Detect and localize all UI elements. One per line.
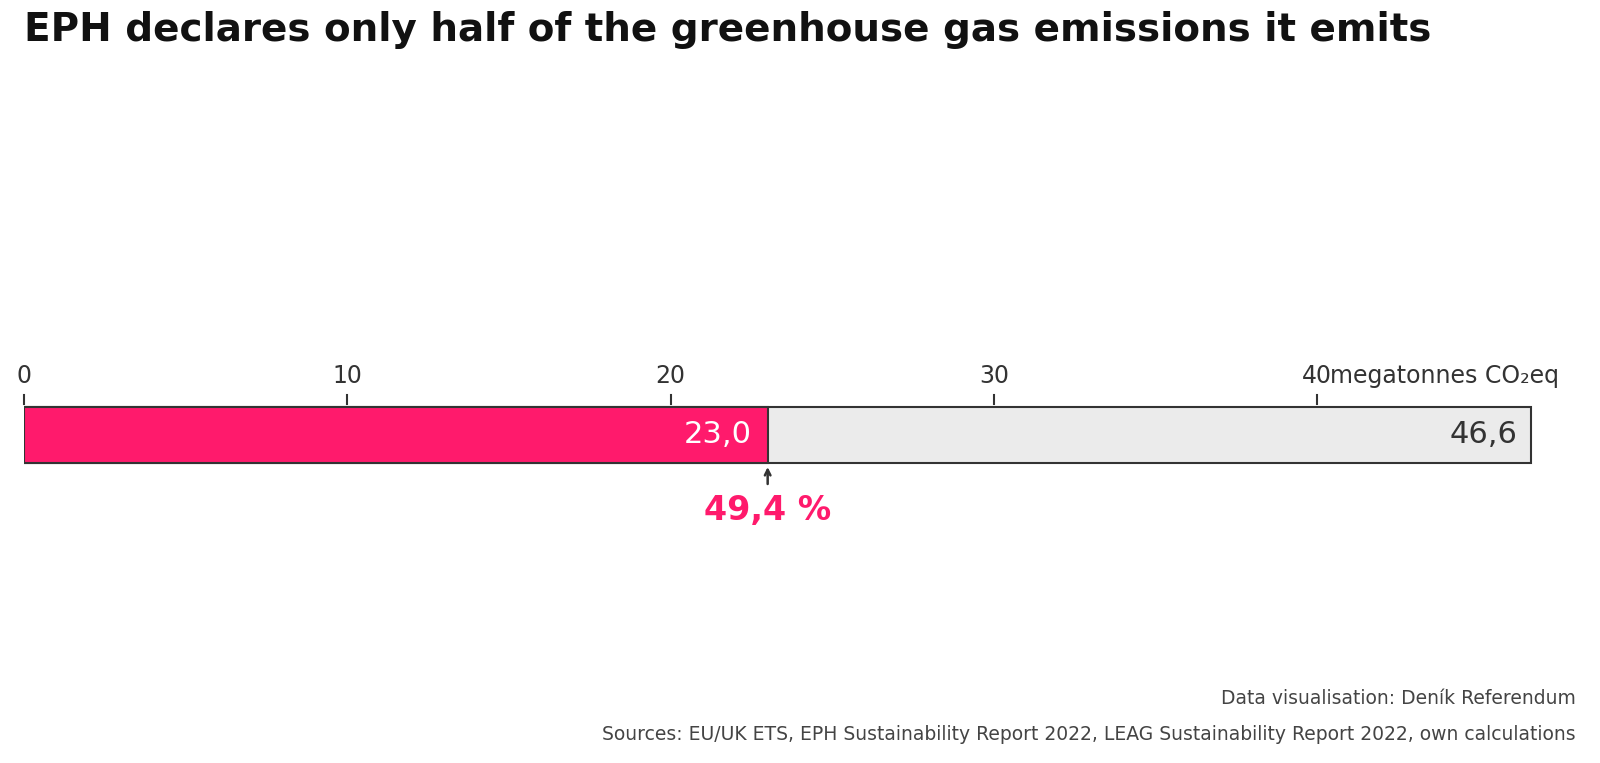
Text: megatonnes CO₂eq: megatonnes CO₂eq — [1330, 364, 1560, 388]
Text: 46,6: 46,6 — [1450, 420, 1518, 449]
Text: Data visualisation: Deník Referendum: Data visualisation: Deník Referendum — [1221, 689, 1576, 708]
Text: 20: 20 — [656, 364, 686, 388]
Text: 30: 30 — [979, 364, 1010, 388]
Text: EPH declares only half of the greenhouse gas emissions it emits: EPH declares only half of the greenhouse… — [24, 11, 1432, 50]
Text: 0: 0 — [16, 364, 32, 388]
Text: 10: 10 — [333, 364, 362, 388]
Bar — [24, 407, 768, 463]
Text: 49,4 %: 49,4 % — [704, 494, 832, 526]
Text: Sources: EU/UK ETS, EPH Sustainability Report 2022, LEAG Sustainability Report 2: Sources: EU/UK ETS, EPH Sustainability R… — [602, 725, 1576, 744]
Text: 23,0: 23,0 — [683, 420, 752, 449]
Bar — [24, 407, 768, 463]
Bar — [24, 407, 1531, 463]
Text: 40: 40 — [1302, 364, 1333, 388]
